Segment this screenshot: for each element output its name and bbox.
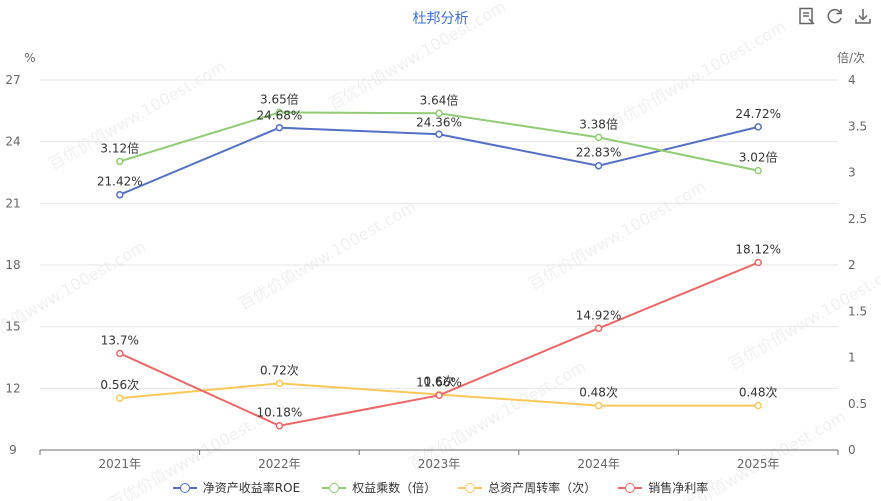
watermark-text: 百优价值www.100est.com <box>235 197 419 314</box>
x-axis-tick-label: 2023年 <box>418 457 461 471</box>
data-point[interactable] <box>435 391 443 400</box>
data-label: 11.66% <box>416 375 462 389</box>
legend-swatch <box>172 482 197 493</box>
right-axis-tick-label: 2 <box>848 258 856 272</box>
data-label: 3.02倍 <box>739 150 778 165</box>
chart-toolbar <box>797 6 873 26</box>
right-axis-tick-label: 4 <box>848 73 856 87</box>
watermark-text: 百优价值www.100est.com <box>525 177 709 294</box>
chart-legend: 净资产收益率ROE 权益乘数（倍） 总资产周转率（次） 销售净利率 <box>0 479 881 496</box>
data-label: 22.83% <box>576 146 622 160</box>
data-label: 3.12倍 <box>100 140 139 155</box>
data-label: 3.64倍 <box>420 92 459 107</box>
data-label: 13.7% <box>101 333 139 347</box>
refresh-icon[interactable] <box>825 6 845 26</box>
legend-item[interactable]: 净资产收益率ROE <box>172 479 301 496</box>
data-label: 0.72次 <box>260 363 299 377</box>
right-axis-tick-label: 0.5 <box>848 397 867 411</box>
data-point[interactable] <box>116 157 124 166</box>
data-label: 0.6次 <box>423 375 454 389</box>
data-labels: 21.42% 24.68% 24.36% 22.83% 24.72% 3.12倍 3.65倍… <box>97 91 781 419</box>
data-point[interactable] <box>594 401 603 410</box>
legend-label: 销售净利率 <box>648 481 709 495</box>
data-label: 14.92% <box>576 308 622 322</box>
data-point[interactable] <box>594 133 603 142</box>
data-point[interactable] <box>116 190 124 199</box>
data-point[interactable] <box>754 258 762 267</box>
data-label: 0.48次 <box>739 386 778 400</box>
left-axis-unit: % <box>24 51 35 65</box>
data-point[interactable] <box>116 394 124 402</box>
right-axis-tick-label: 3.5 <box>848 119 867 133</box>
data-label: 10.18% <box>257 406 303 420</box>
legend-item[interactable]: 总资产周转率（次） <box>458 479 596 496</box>
data-point[interactable] <box>435 109 443 118</box>
data-point[interactable] <box>754 166 762 175</box>
legend-label: 总资产周转率（次） <box>488 481 597 495</box>
x-axis-tick-label: 2022年 <box>258 457 301 471</box>
x-axis-tick-label: 2021年 <box>99 457 142 471</box>
download-icon[interactable] <box>853 6 873 26</box>
right-axis-tick-label: 1.5 <box>848 304 867 318</box>
data-label: 0.48次 <box>579 386 618 400</box>
data-label: 0.56次 <box>100 378 139 392</box>
data-label: 18.12% <box>735 243 781 257</box>
series-line <box>119 261 759 427</box>
legend-swatch <box>458 482 483 493</box>
data-point[interactable] <box>275 379 284 388</box>
legend-label: 权益乘数（倍） <box>352 481 437 495</box>
left-axis-tick-label: 24 <box>5 135 20 149</box>
right-axis-tick-label: 1 <box>848 351 856 365</box>
left-axis-tick-label: 27 <box>5 73 20 87</box>
left-axis-tick-label: 18 <box>5 258 20 272</box>
data-point[interactable] <box>435 130 443 139</box>
legend-item[interactable]: 权益乘数（倍） <box>322 479 436 496</box>
left-axis-tick-label: 21 <box>5 196 20 210</box>
right-axis-unit: 倍/次 <box>837 50 865 65</box>
data-label: 24.68% <box>257 109 303 123</box>
data-point[interactable] <box>116 349 124 358</box>
legend-swatch <box>618 482 643 493</box>
legend-swatch <box>322 482 347 493</box>
watermark-text: 百优价值www.100est.com <box>325 0 509 114</box>
right-axis-tick-label: 2.5 <box>848 212 867 226</box>
left-axis-tick-label: 15 <box>5 320 20 334</box>
legend-label: 净资产收益率ROE <box>202 481 301 495</box>
data-point[interactable] <box>275 421 284 430</box>
right-axis-tick-label: 0 <box>848 443 856 457</box>
legend-item[interactable]: 销售净利率 <box>618 479 708 496</box>
axes: 9 12 15 18 21 24 27 0 0.5 1 1.5 2 2.5 3 3.5 4% 倍/次 2021年 2… <box>5 50 867 471</box>
series <box>116 108 762 430</box>
right-axis-tick-label: 3 <box>848 166 856 180</box>
data-point[interactable] <box>754 401 762 410</box>
data-point[interactable] <box>754 123 762 131</box>
x-axis-tick-label: 2025年 <box>737 457 780 471</box>
data-point[interactable] <box>275 108 284 117</box>
data-point[interactable] <box>275 123 284 132</box>
chart-title: 杜邦分析 <box>412 11 469 27</box>
data-label: 21.42% <box>97 175 143 189</box>
x-axis-tick-label: 2024年 <box>577 457 620 471</box>
data-point[interactable] <box>594 324 603 333</box>
left-axis-tick-label: 12 <box>5 381 20 395</box>
data-label: 3.65倍 <box>260 91 299 106</box>
data-label: 24.72% <box>735 107 781 121</box>
data-label: 24.36% <box>416 115 462 129</box>
left-axis-tick-label: 9 <box>9 443 17 457</box>
data-view-icon[interactable] <box>797 6 817 26</box>
data-label: 3.38倍 <box>579 116 618 131</box>
data-point[interactable] <box>594 161 603 170</box>
